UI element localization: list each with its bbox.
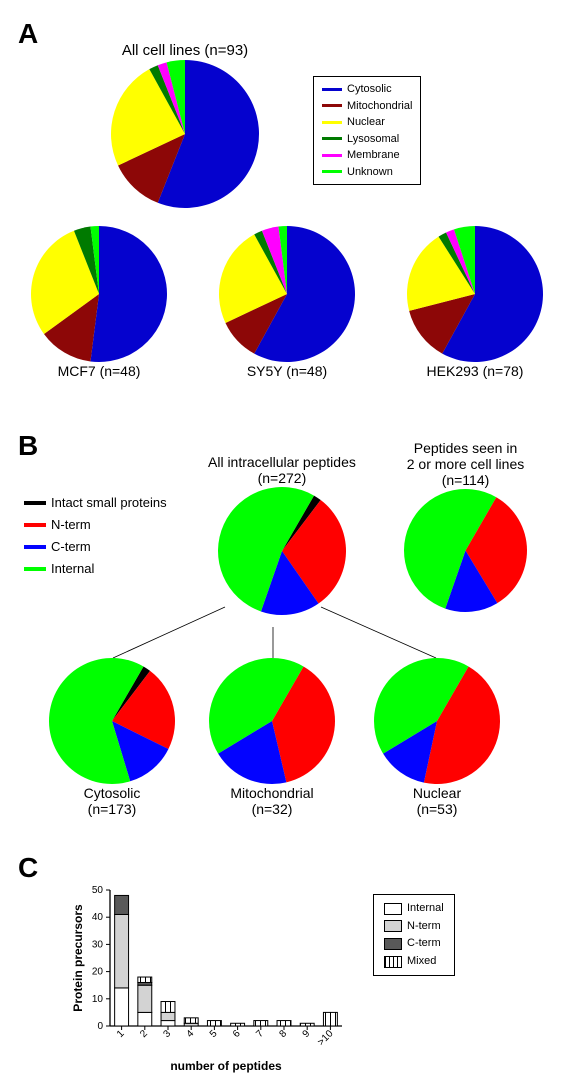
panel-a-label: A [18,18,563,50]
svg-text:3: 3 [161,1028,173,1040]
legend-swatch [322,170,342,173]
panel-b: B Intact small proteinsN-termC-termInter… [18,430,563,802]
legend-item: Mixed [384,953,444,971]
legend-swatch [322,121,342,124]
legend-swatch [384,920,402,932]
pie-nuclear: Nuclear (n=53) [373,657,501,817]
legend-item: C-term [384,935,444,953]
svg-text:>10: >10 [316,1028,336,1048]
pie-sy5y-title: SY5Y (n=48) [247,363,327,379]
legend-swatch [322,137,342,140]
pie-all-cell-lines: All cell lines (n=93) [110,42,260,209]
svg-text:4: 4 [185,1028,197,1040]
svg-text:10: 10 [92,994,104,1005]
panel-a: A All cell lines (n=93) CytosolicMitocho… [18,18,563,375]
legend-label: N-term [407,918,441,936]
legend-swatch [322,154,342,157]
legend-item: Internal [384,900,444,918]
svg-text:2: 2 [138,1028,150,1040]
svg-text:1: 1 [115,1028,127,1040]
connector-lines [18,462,578,662]
legend-swatch [384,956,402,968]
pie-chart [218,225,356,363]
legend-label: C-term [407,935,441,953]
svg-text:40: 40 [92,912,104,923]
pie-nuc-title: Nuclear [413,785,461,801]
legend-item: Mitochondrial [322,98,412,115]
pie-chart [30,225,168,363]
legend-label: Internal [407,900,444,918]
pie-hek-title: HEK293 (n=78) [427,363,524,379]
legend-item: Cytosolic [322,81,412,98]
svg-text:8: 8 [277,1028,289,1040]
panel-a-legend: CytosolicMitochondrialNuclearLysosomalMe… [313,76,421,185]
pie-mcf7: MCF7 (n=48) [30,225,168,379]
svg-text:30: 30 [92,939,104,950]
pie-chart [406,225,544,363]
legend-label: Mitochondrial [347,98,412,115]
pie-chart [373,657,501,785]
pie-mito-sub: (n=32) [252,801,293,817]
panel-c-label: C [18,852,563,884]
pie-sy5y: SY5Y (n=48) [218,225,356,379]
svg-text:5: 5 [208,1028,220,1040]
svg-text:6: 6 [231,1028,243,1040]
pie-chart [110,59,260,209]
svg-text:7: 7 [254,1028,266,1040]
pie-cytosolic: Cytosolic (n=173) [48,657,176,817]
pie-multi-t1: Peptides seen in [414,440,518,456]
svg-text:9: 9 [301,1028,313,1040]
pie-chart [208,657,336,785]
pie-cyto-title: Cytosolic [84,785,141,801]
legend-label: Membrane [347,147,400,164]
legend-swatch [384,903,402,915]
svg-text:20: 20 [92,967,104,978]
pie-mito: Mitochondrial (n=32) [208,657,336,817]
pie-nuc-sub: (n=53) [417,801,458,817]
legend-label: Cytosolic [347,81,392,98]
bar-chart: 0 10 20 30 40 50 Protein precursors 123456789>1… [68,884,348,1074]
svg-text:number of peptides: number of peptides [170,1059,282,1073]
legend-swatch [322,104,342,107]
pie-mcf7-title: MCF7 (n=48) [58,363,141,379]
svg-text:0: 0 [97,1021,103,1032]
pie-chart [48,657,176,785]
legend-item: Lysosomal [322,131,412,148]
legend-item: Nuclear [322,114,412,131]
pie-hek: HEK293 (n=78) [406,225,544,379]
legend-swatch [384,938,402,950]
panel-c: C 0 10 20 30 40 50 Protein precursors 123456789… [18,852,563,1074]
svg-text:50: 50 [92,885,104,896]
legend-item: Membrane [322,147,412,164]
legend-swatch [322,88,342,91]
legend-label: Unknown [347,164,393,181]
panel-c-legend: InternalN-termC-termMixed [373,894,455,976]
legend-label: Lysosomal [347,131,399,148]
legend-label: Nuclear [347,114,385,131]
pie-cyto-sub: (n=173) [88,801,137,817]
legend-item: N-term [384,918,444,936]
pie-mito-title: Mitochondrial [230,785,313,801]
pie-all-title: All cell lines (n=93) [122,42,248,59]
legend-label: Mixed [407,953,436,971]
svg-text:Protein precursors: Protein precursors [71,904,85,1012]
legend-item: Unknown [322,164,412,181]
